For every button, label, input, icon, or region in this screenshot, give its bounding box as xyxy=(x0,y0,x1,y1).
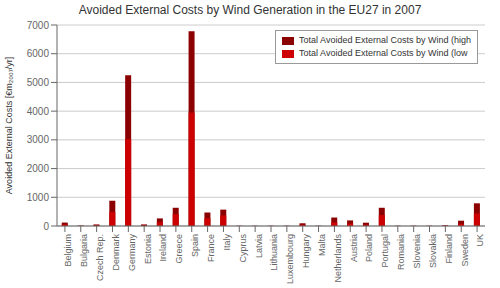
svg-text:France: France xyxy=(206,234,216,262)
svg-text:Latvia: Latvia xyxy=(254,234,264,258)
svg-text:Denmark: Denmark xyxy=(111,234,121,271)
svg-text:1000: 1000 xyxy=(27,192,50,203)
svg-text:7000: 7000 xyxy=(27,20,50,31)
svg-text:5000: 5000 xyxy=(27,77,50,88)
svg-text:Avoided External Costs [€m₂₀₀₇: Avoided External Costs [€m₂₀₀₇/yr] xyxy=(8,57,14,194)
svg-text:Belgium: Belgium xyxy=(63,234,73,267)
svg-text:Lithuania: Lithuania xyxy=(269,234,279,271)
svg-text:Romania: Romania xyxy=(396,234,406,270)
svg-text:Germany: Germany xyxy=(127,234,137,272)
svg-text:Cyprus: Cyprus xyxy=(238,234,248,263)
svg-text:Spain: Spain xyxy=(190,234,200,257)
svg-text:Slovakia: Slovakia xyxy=(428,234,438,268)
svg-text:4000: 4000 xyxy=(27,106,50,117)
html-text:Total Avoided External Costs b: Total Avoided External Costs by Wind (hi… xyxy=(299,35,471,45)
svg-text:Hungary: Hungary xyxy=(301,234,311,269)
svg-text:Estonia: Estonia xyxy=(143,234,153,264)
html-text:Avoided External Costs by Wind: Avoided External Costs by Wind Generatio… xyxy=(78,3,422,17)
svg-text:Greece: Greece xyxy=(174,234,184,264)
svg-text:Bulgaria: Bulgaria xyxy=(79,234,89,267)
svg-text:Poland: Poland xyxy=(365,234,375,262)
svg-text:Ireland: Ireland xyxy=(158,234,168,262)
svg-text:Slovenia: Slovenia xyxy=(412,234,422,269)
svg-text:Malta: Malta xyxy=(317,234,327,256)
svg-text:Italy: Italy xyxy=(222,234,232,251)
svg-text:0: 0 xyxy=(43,221,49,232)
svg-text:UK: UK xyxy=(475,234,485,247)
svg-text:Czech Rep.: Czech Rep. xyxy=(95,234,105,281)
svg-text:Netherlands: Netherlands xyxy=(333,234,343,283)
svg-text:Portugal: Portugal xyxy=(380,234,390,268)
svg-text:2000: 2000 xyxy=(27,163,50,174)
html-text:Total Avoided External Costs b: Total Avoided External Costs by Wind (lo… xyxy=(299,48,468,58)
svg-text:3000: 3000 xyxy=(27,134,50,145)
svg-text:Luxembourg: Luxembourg xyxy=(285,234,295,284)
svg-text:Austria: Austria xyxy=(349,234,359,262)
svg-text:6000: 6000 xyxy=(27,48,50,59)
svg-text:Finland: Finland xyxy=(444,234,454,264)
svg-text:Sweden: Sweden xyxy=(460,234,470,267)
